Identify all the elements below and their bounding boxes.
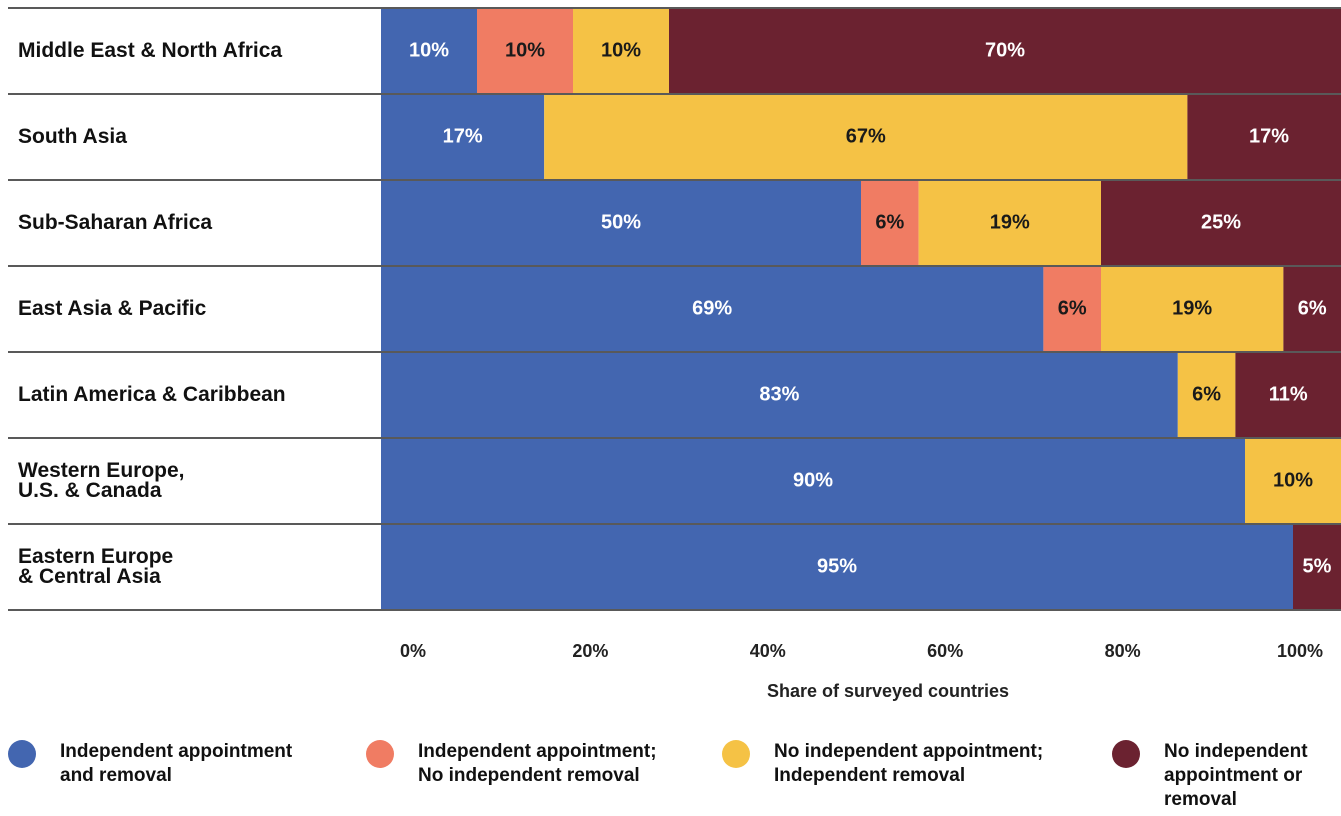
x-tick-label: 20% (572, 641, 609, 661)
data-label: 50% (601, 211, 641, 233)
data-label: 6% (1058, 297, 1087, 319)
y-tick-label: Latin America & Caribbean (18, 383, 286, 406)
bar-segment (1043, 267, 1101, 351)
data-label: 90% (793, 469, 833, 491)
y-tick-label: Sub-Saharan Africa (18, 211, 213, 234)
x-tick-label: 60% (927, 641, 964, 661)
legend-swatch (1112, 740, 1140, 768)
legend-swatch (8, 740, 36, 768)
bar-segment (1283, 267, 1341, 351)
data-label: 17% (443, 125, 483, 147)
data-label: 70% (985, 39, 1025, 61)
bar-segment (1187, 95, 1341, 179)
bar-segment (381, 9, 477, 93)
data-label: 10% (1273, 469, 1313, 491)
x-tick-label: 80% (1104, 641, 1141, 661)
bar-segment (573, 9, 669, 93)
legend-label: Independent appointment; No independent … (418, 741, 657, 786)
bar-segment (1101, 267, 1284, 351)
bar-segment (1101, 181, 1341, 265)
legend-swatch (722, 740, 750, 768)
legend-swatch (366, 740, 394, 768)
legend-label: No independent appointment or removal (1164, 741, 1308, 810)
data-label: 10% (601, 39, 641, 61)
y-tick-label: South Asia (18, 125, 127, 148)
data-label: 6% (1192, 383, 1221, 405)
bar-segment (918, 181, 1101, 265)
legend-label: Independent appointment and removal (60, 741, 293, 786)
plot-area: 10% 10% 10% 70% 17% 67% 17% 50% 6% 19% 25% 69% 6% 19%… (8, 7, 1341, 611)
bar-segment (861, 181, 919, 265)
data-label: 5% (1303, 555, 1332, 577)
data-label: 67% (846, 125, 886, 147)
y-tick-label: Eastern Europe & Central Asia (18, 545, 174, 588)
data-label: 11% (1269, 383, 1308, 405)
y-tick-label: East Asia & Pacific (18, 297, 207, 320)
x-tick-label: 100% (1276, 641, 1324, 661)
bar-segment (381, 95, 545, 179)
bar-segment (381, 525, 1293, 609)
data-label: 6% (1298, 297, 1327, 319)
bar-segment (381, 181, 861, 265)
x-tick-label: 0% (399, 641, 427, 661)
bar-segment (381, 353, 1178, 437)
x-tick-label: 40% (749, 641, 786, 661)
legend-item: Independent appointment and removal (8, 740, 292, 788)
x-axis-title: Share of surveyed countries (766, 681, 1010, 701)
data-label: 95% (817, 555, 857, 577)
bar-segment (1177, 353, 1236, 437)
data-label: 19% (990, 211, 1030, 233)
legend-item: Independent appointment; No independent … (366, 740, 657, 788)
bar-segment (669, 9, 1341, 93)
bar-segment (1245, 439, 1341, 523)
data-label: 10% (409, 39, 449, 61)
data-label: 6% (875, 211, 904, 233)
data-label: 19% (1172, 297, 1212, 319)
bar-segment (381, 267, 1044, 351)
y-tick-label: Middle East & North Africa (18, 39, 283, 62)
y-tick-label: Western Europe, U.S. & Canada (18, 459, 185, 502)
legend-label: No independent appointment; Independent … (774, 741, 1044, 786)
bar-segment (1293, 525, 1341, 609)
legend-item: No independent appointment; Independent … (722, 740, 1043, 788)
data-label: 25% (1201, 211, 1241, 233)
legend-item: No independent appointment or removal (1112, 740, 1308, 812)
bar-segment (381, 439, 1245, 523)
data-label: 10% (505, 39, 545, 61)
bar-segment (1235, 353, 1341, 437)
bar-segment (477, 9, 573, 93)
data-label: 83% (759, 383, 799, 405)
bar-segment (544, 95, 1188, 179)
data-label: 69% (692, 297, 732, 319)
data-label: 17% (1249, 125, 1289, 147)
